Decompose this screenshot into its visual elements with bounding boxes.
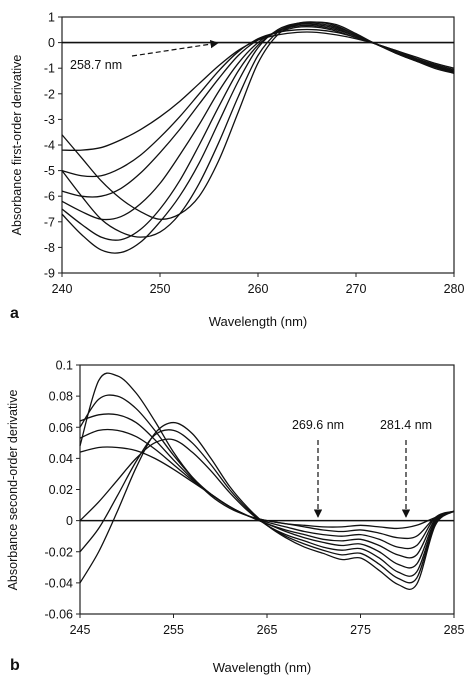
annotation-label-a: 258.7 nm: [70, 58, 122, 72]
x-tick-label-b: 275: [350, 623, 371, 637]
x-tick-label-b: 265: [257, 623, 278, 637]
y-tick-label-a: 0: [48, 36, 55, 50]
series-line-b-3: [79, 413, 455, 550]
annotation-label-b1: 269.6 nm: [292, 418, 344, 432]
y-tick-label-a: -2: [44, 87, 55, 101]
annotation-a: 258.7 nm: [68, 39, 219, 74]
series-group-b: [79, 372, 455, 591]
x-tick-label-a: 240: [52, 282, 73, 296]
x-axis-label-a: Wavelength (nm): [209, 314, 308, 329]
y-tick-label-a: -6: [44, 190, 55, 204]
y-tick-label-a: -7: [44, 215, 55, 229]
y-tick-label-a: -5: [44, 164, 55, 178]
y-tick-label-a: -8: [44, 241, 55, 255]
y-tick-label-b: 0.1: [56, 359, 73, 373]
y-tick-label-a: 1: [48, 11, 55, 25]
panel-label-a: a: [10, 305, 19, 322]
x-tick-label-a: 270: [346, 282, 367, 296]
y-tick-label-a: -4: [44, 139, 55, 153]
y-tick-label-b: -0.04: [45, 576, 74, 590]
series-line-a-8: [61, 21, 455, 220]
x-tick-label-b: 245: [70, 623, 91, 637]
annotation-b2: 281.4 nm: [380, 418, 432, 518]
y-tick-label-b: 0.04: [49, 452, 73, 466]
annotation-bg-a: [68, 56, 132, 74]
x-tick-label-b: 285: [444, 623, 465, 637]
plot-frame-b: [79, 364, 455, 615]
y-tick-label-a: -9: [44, 267, 55, 281]
y-axis-label-a: Absorbance first-order derivative: [10, 55, 24, 236]
x-tick-label-a: 280: [444, 282, 465, 296]
y-axis-label-b: Absorbance second-order derivative: [6, 390, 20, 591]
panel-label-b: b: [10, 657, 20, 674]
annotation-b1: 269.6 nm: [292, 418, 344, 518]
series-line-a-7: [61, 21, 455, 238]
series-group-a: [61, 21, 455, 254]
y-tick-label-b: 0: [66, 514, 73, 528]
x-tick-label-b: 255: [163, 623, 184, 637]
y-tick-label-b: -0.02: [45, 545, 74, 559]
x-axis-label-b: Wavelength (nm): [213, 660, 312, 675]
y-tick-label-b: -0.06: [45, 608, 74, 622]
y-tick-label-b: 0.06: [49, 421, 73, 435]
annotation-label-b2: 281.4 nm: [380, 418, 432, 432]
x-tick-label-a: 250: [150, 282, 171, 296]
series-line-b-8: [79, 421, 455, 591]
series-line-b-2: [79, 394, 455, 540]
annotation-arrow-a: [131, 39, 219, 57]
y-tick-label-a: -1: [44, 62, 55, 76]
y-tick-label-b: 0.08: [49, 390, 73, 404]
series-line-a-2: [61, 28, 455, 178]
x-tick-label-a: 260: [248, 282, 269, 296]
y-tick-label-a: -3: [44, 113, 55, 127]
y-tick-label-b: 0.02: [49, 483, 73, 497]
